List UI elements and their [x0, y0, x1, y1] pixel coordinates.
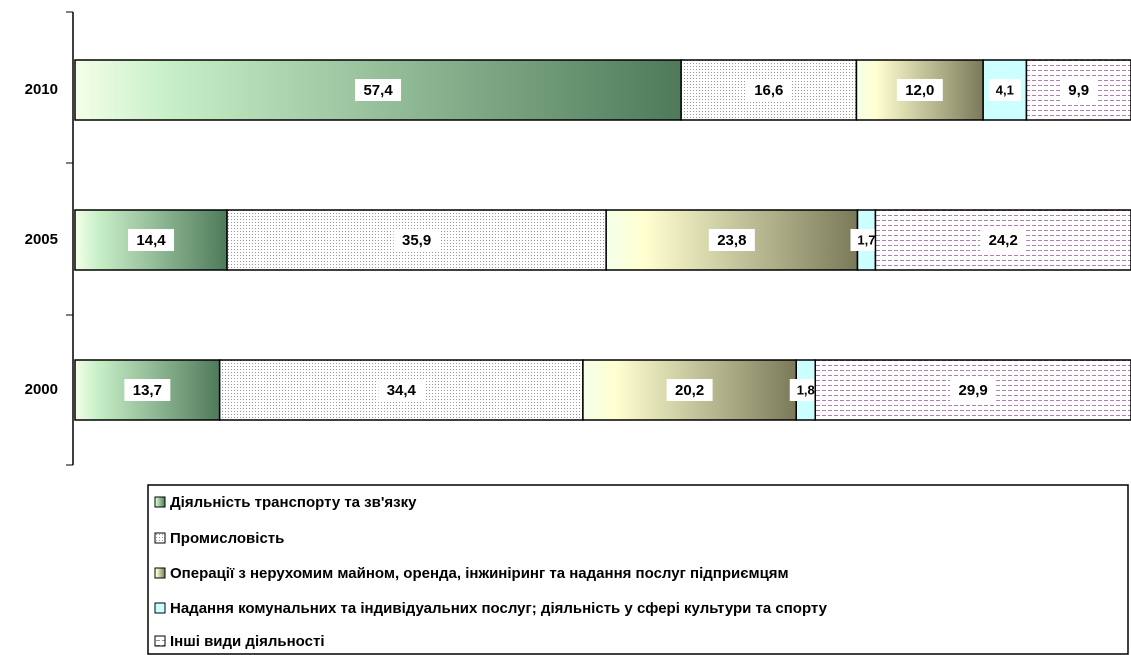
data-label: 23,8: [717, 232, 746, 249]
data-label-bg: [988, 79, 1021, 101]
legend-label: Операції з нерухомим майном, оренда, інж…: [170, 565, 789, 582]
data-label: 35,9: [402, 232, 431, 249]
legend-label: Промисловість: [170, 530, 284, 547]
data-label-bg: [850, 229, 883, 251]
data-label-bg: [393, 229, 440, 251]
data-label: 57,4: [363, 82, 393, 99]
data-label: 9,9: [1068, 82, 1089, 99]
data-label-bg: [378, 379, 425, 401]
data-label-bg: [124, 379, 171, 401]
legend-marker: [154, 602, 166, 614]
data-label-bg: [666, 379, 713, 401]
data-label-bg: [355, 79, 402, 101]
legend-marker: [154, 567, 166, 579]
legend-marker: [154, 532, 166, 544]
data-label: 1,7: [857, 232, 875, 247]
data-label: 13,7: [133, 382, 162, 399]
data-label: 24,2: [989, 232, 1018, 249]
data-label-bg: [896, 79, 943, 101]
legend-label: Інші види діяльності: [170, 633, 325, 650]
legend-label: Діяльність транспорту та зв'язку: [170, 494, 417, 511]
data-label-bg: [980, 229, 1027, 251]
data-label: 20,2: [675, 382, 704, 399]
data-label-bg: [950, 379, 997, 401]
data-label: 14,4: [136, 232, 166, 249]
data-label-bg: [789, 379, 822, 401]
legend-marker: [154, 635, 166, 647]
data-label: 1,8: [797, 382, 815, 397]
legend-box: [147, 484, 1129, 655]
data-label: 16,6: [754, 82, 783, 99]
data-label: 12,0: [905, 82, 934, 99]
y-tick-label: 2005: [25, 231, 58, 248]
data-label-bg: [708, 229, 755, 251]
data-label-bg: [745, 79, 792, 101]
y-tick-label: 2000: [25, 381, 58, 398]
data-label-bg: [128, 229, 175, 251]
data-label: 34,4: [387, 382, 417, 399]
data-label: 4,1: [996, 82, 1014, 97]
data-label-bg: [1060, 79, 1097, 101]
data-label: 29,9: [959, 382, 988, 399]
legend-label: Надання комунальних та індивідуальних по…: [170, 600, 828, 617]
legend-marker: [154, 496, 166, 508]
y-tick-label: 2010: [25, 81, 58, 98]
